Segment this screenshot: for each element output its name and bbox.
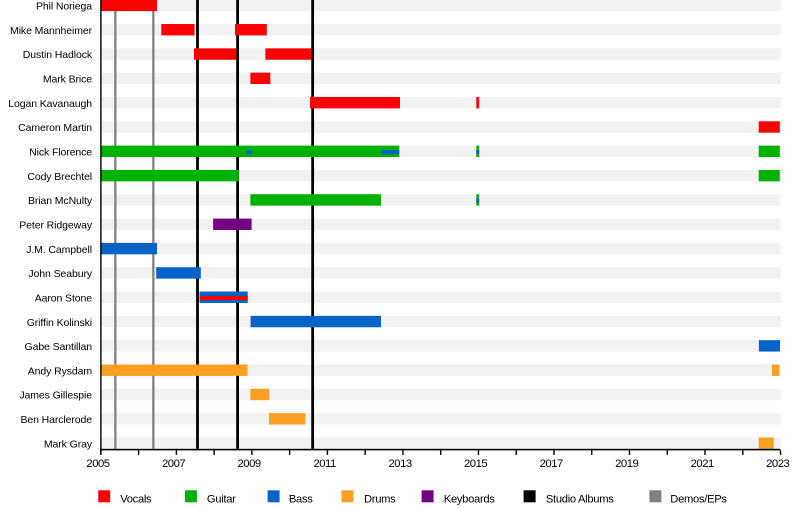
svg-text:Demos/EPs: Demos/EPs	[670, 493, 727, 505]
svg-text:Gabe Santillan: Gabe Santillan	[25, 341, 93, 353]
svg-text:2023: 2023	[766, 458, 789, 470]
svg-text:Brian McNulty: Brian McNulty	[28, 195, 93, 207]
svg-text:Drums: Drums	[364, 493, 396, 505]
svg-text:2013: 2013	[389, 458, 412, 470]
svg-text:Nick Florence: Nick Florence	[29, 147, 92, 159]
svg-text:2005: 2005	[86, 458, 109, 470]
svg-text:Griffin Kolinski: Griffin Kolinski	[27, 317, 92, 329]
svg-text:2021: 2021	[691, 458, 714, 470]
svg-text:2007: 2007	[162, 458, 185, 470]
svg-text:J.M. Campbell: J.M. Campbell	[26, 244, 92, 256]
svg-text:2011: 2011	[313, 458, 336, 470]
svg-text:Studio Albums: Studio Albums	[546, 493, 614, 505]
svg-text:2015: 2015	[464, 458, 487, 470]
svg-text:Phil Noriega: Phil Noriega	[36, 1, 92, 13]
svg-text:Peter Ridgeway: Peter Ridgeway	[19, 219, 93, 231]
svg-text:2019: 2019	[615, 458, 638, 470]
svg-text:Logan Kavanaugh: Logan Kavanaugh	[8, 98, 92, 110]
svg-text:2017: 2017	[540, 458, 563, 470]
svg-text:James Gillespie: James Gillespie	[19, 390, 92, 402]
svg-text:Ben Harclerode: Ben Harclerode	[20, 414, 92, 426]
svg-text:Mark Gray: Mark Gray	[44, 438, 93, 450]
svg-text:Andy Rysdam: Andy Rysdam	[28, 365, 93, 377]
svg-text:Mike Mannheimer: Mike Mannheimer	[10, 25, 93, 37]
svg-text:Vocals: Vocals	[120, 493, 152, 505]
svg-text:Aaron Stone: Aaron Stone	[35, 292, 93, 304]
svg-text:Guitar: Guitar	[207, 493, 236, 505]
svg-text:Bass: Bass	[289, 493, 313, 505]
svg-text:Cameron Martin: Cameron Martin	[18, 122, 92, 134]
svg-text:2009: 2009	[238, 458, 261, 470]
svg-text:Dustin Hadlock: Dustin Hadlock	[23, 49, 93, 61]
svg-text:Cody Brechtel: Cody Brechtel	[27, 171, 92, 183]
svg-text:John Seabury: John Seabury	[28, 268, 92, 280]
svg-text:Keyboards: Keyboards	[444, 493, 495, 505]
svg-text:Mark Brice: Mark Brice	[43, 74, 92, 86]
